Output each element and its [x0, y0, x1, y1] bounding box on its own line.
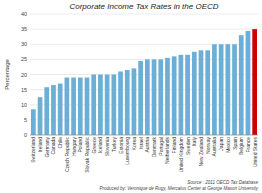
bar: [145, 59, 150, 135]
grid-line: [30, 89, 258, 90]
bar: [98, 75, 103, 136]
x-tick-label: Iceland: [97, 137, 103, 153]
bar: [38, 97, 43, 135]
bars: [31, 29, 257, 135]
y-tick-label: 35: [21, 26, 27, 32]
bar: [132, 68, 137, 135]
x-tick-label: Japan: [218, 137, 224, 151]
bar: [199, 50, 204, 135]
x-tick-label: Belgium: [238, 137, 244, 155]
bar: [172, 56, 177, 135]
bar: [78, 78, 83, 135]
x-tick-label: Switzerland: [30, 137, 36, 163]
bar: [246, 31, 251, 135]
x-tick-label: Estonia: [118, 137, 124, 154]
y-tick-label: 0: [24, 132, 27, 138]
grid-line: [30, 44, 258, 45]
y-tick-label: 30: [21, 41, 27, 47]
bar: [71, 78, 76, 135]
bar: [85, 78, 90, 135]
bar: [179, 55, 184, 135]
chart: Corporate Income Tax Rates in the OECD Pe…: [0, 0, 262, 193]
grid-line: [30, 119, 258, 120]
bar: [31, 109, 36, 135]
x-tick-label: New Zealand: [198, 137, 204, 167]
x-tick-label: Germany: [44, 137, 50, 158]
x-tick-label: Czech Republic: [64, 137, 70, 173]
bar: [125, 70, 130, 135]
x-tick-label: Chile: [57, 137, 63, 149]
x-tick-label: Hungary: [71, 137, 77, 156]
x-tick-label: Italy: [191, 137, 197, 147]
y-tick-label: 15: [21, 87, 27, 93]
bar: [138, 61, 143, 135]
x-tick-label: Slovak Republic: [84, 137, 90, 173]
x-tick-label: Poland: [77, 137, 83, 153]
bar: [91, 75, 96, 136]
x-tick-label: Austria: [144, 137, 150, 153]
bar: [118, 71, 123, 135]
x-tick-label: Portugal: [158, 137, 164, 156]
grid-line: [30, 59, 258, 60]
bar: [165, 58, 170, 135]
bar: [192, 52, 197, 135]
bar: [152, 59, 157, 135]
source-note: Produced by: Veronique de Rugy, Mercatus…: [99, 186, 258, 191]
grid-line: [30, 104, 258, 105]
x-axis-line: [30, 135, 258, 136]
bar: [212, 44, 217, 135]
source-note: Source : 2011 OECD Tax Database: [187, 180, 258, 185]
x-tick-label: Denmark: [151, 137, 157, 158]
title: Corporate Income Tax Rates in the OECD: [69, 2, 218, 11]
bar: [51, 85, 56, 135]
bar: [205, 50, 210, 135]
x-tick-label: Mexico: [225, 137, 231, 153]
x-tick-label: Spain: [232, 137, 238, 150]
x-tick-label: Ireland: [37, 137, 43, 153]
y-tick-label: 10: [21, 102, 27, 108]
bar: [105, 75, 110, 136]
grid-line: [30, 135, 258, 136]
bar: [185, 55, 190, 135]
x-tick-label: Canada: [50, 137, 56, 155]
grid-line: [30, 74, 258, 75]
x-tick-label: United States: [252, 137, 258, 168]
x-tick-label: United Kingdom: [178, 137, 184, 173]
x-tick-label: Greece: [91, 137, 97, 154]
y-tick-label: 20: [21, 72, 27, 78]
x-tick-label: Turkey: [111, 137, 117, 153]
x-tick-label: Norway: [205, 137, 211, 154]
bar: [65, 78, 70, 135]
y-tick-label: 5: [24, 117, 27, 123]
y-grid: [30, 14, 258, 135]
bar: [219, 44, 224, 135]
bar: [239, 35, 244, 135]
y-axis-label: Percentage: [4, 59, 10, 90]
grid-line: [30, 29, 258, 30]
bar: [252, 29, 257, 135]
x-tick-label: Korea: [131, 137, 137, 151]
bar: [44, 87, 49, 135]
bar: [225, 44, 230, 135]
x-tick-label: Sweden: [185, 137, 191, 155]
bar: [232, 44, 237, 135]
x-tick-label: Australia: [211, 137, 217, 157]
bar: [158, 59, 163, 135]
x-tick-label: France: [245, 137, 251, 153]
y-tick-label: 40: [21, 11, 27, 17]
x-tick-label: Slovenia: [104, 137, 110, 156]
bar: [111, 75, 116, 136]
x-tick-label: Netherlands: [164, 137, 170, 164]
grid-line: [30, 14, 258, 15]
x-tick-label: Finland: [171, 137, 177, 154]
y-tick-label: 25: [21, 56, 27, 62]
x-tick-label: Luxembourg: [124, 137, 130, 165]
x-tick-label: Israel: [138, 137, 144, 149]
bar: [58, 84, 63, 135]
